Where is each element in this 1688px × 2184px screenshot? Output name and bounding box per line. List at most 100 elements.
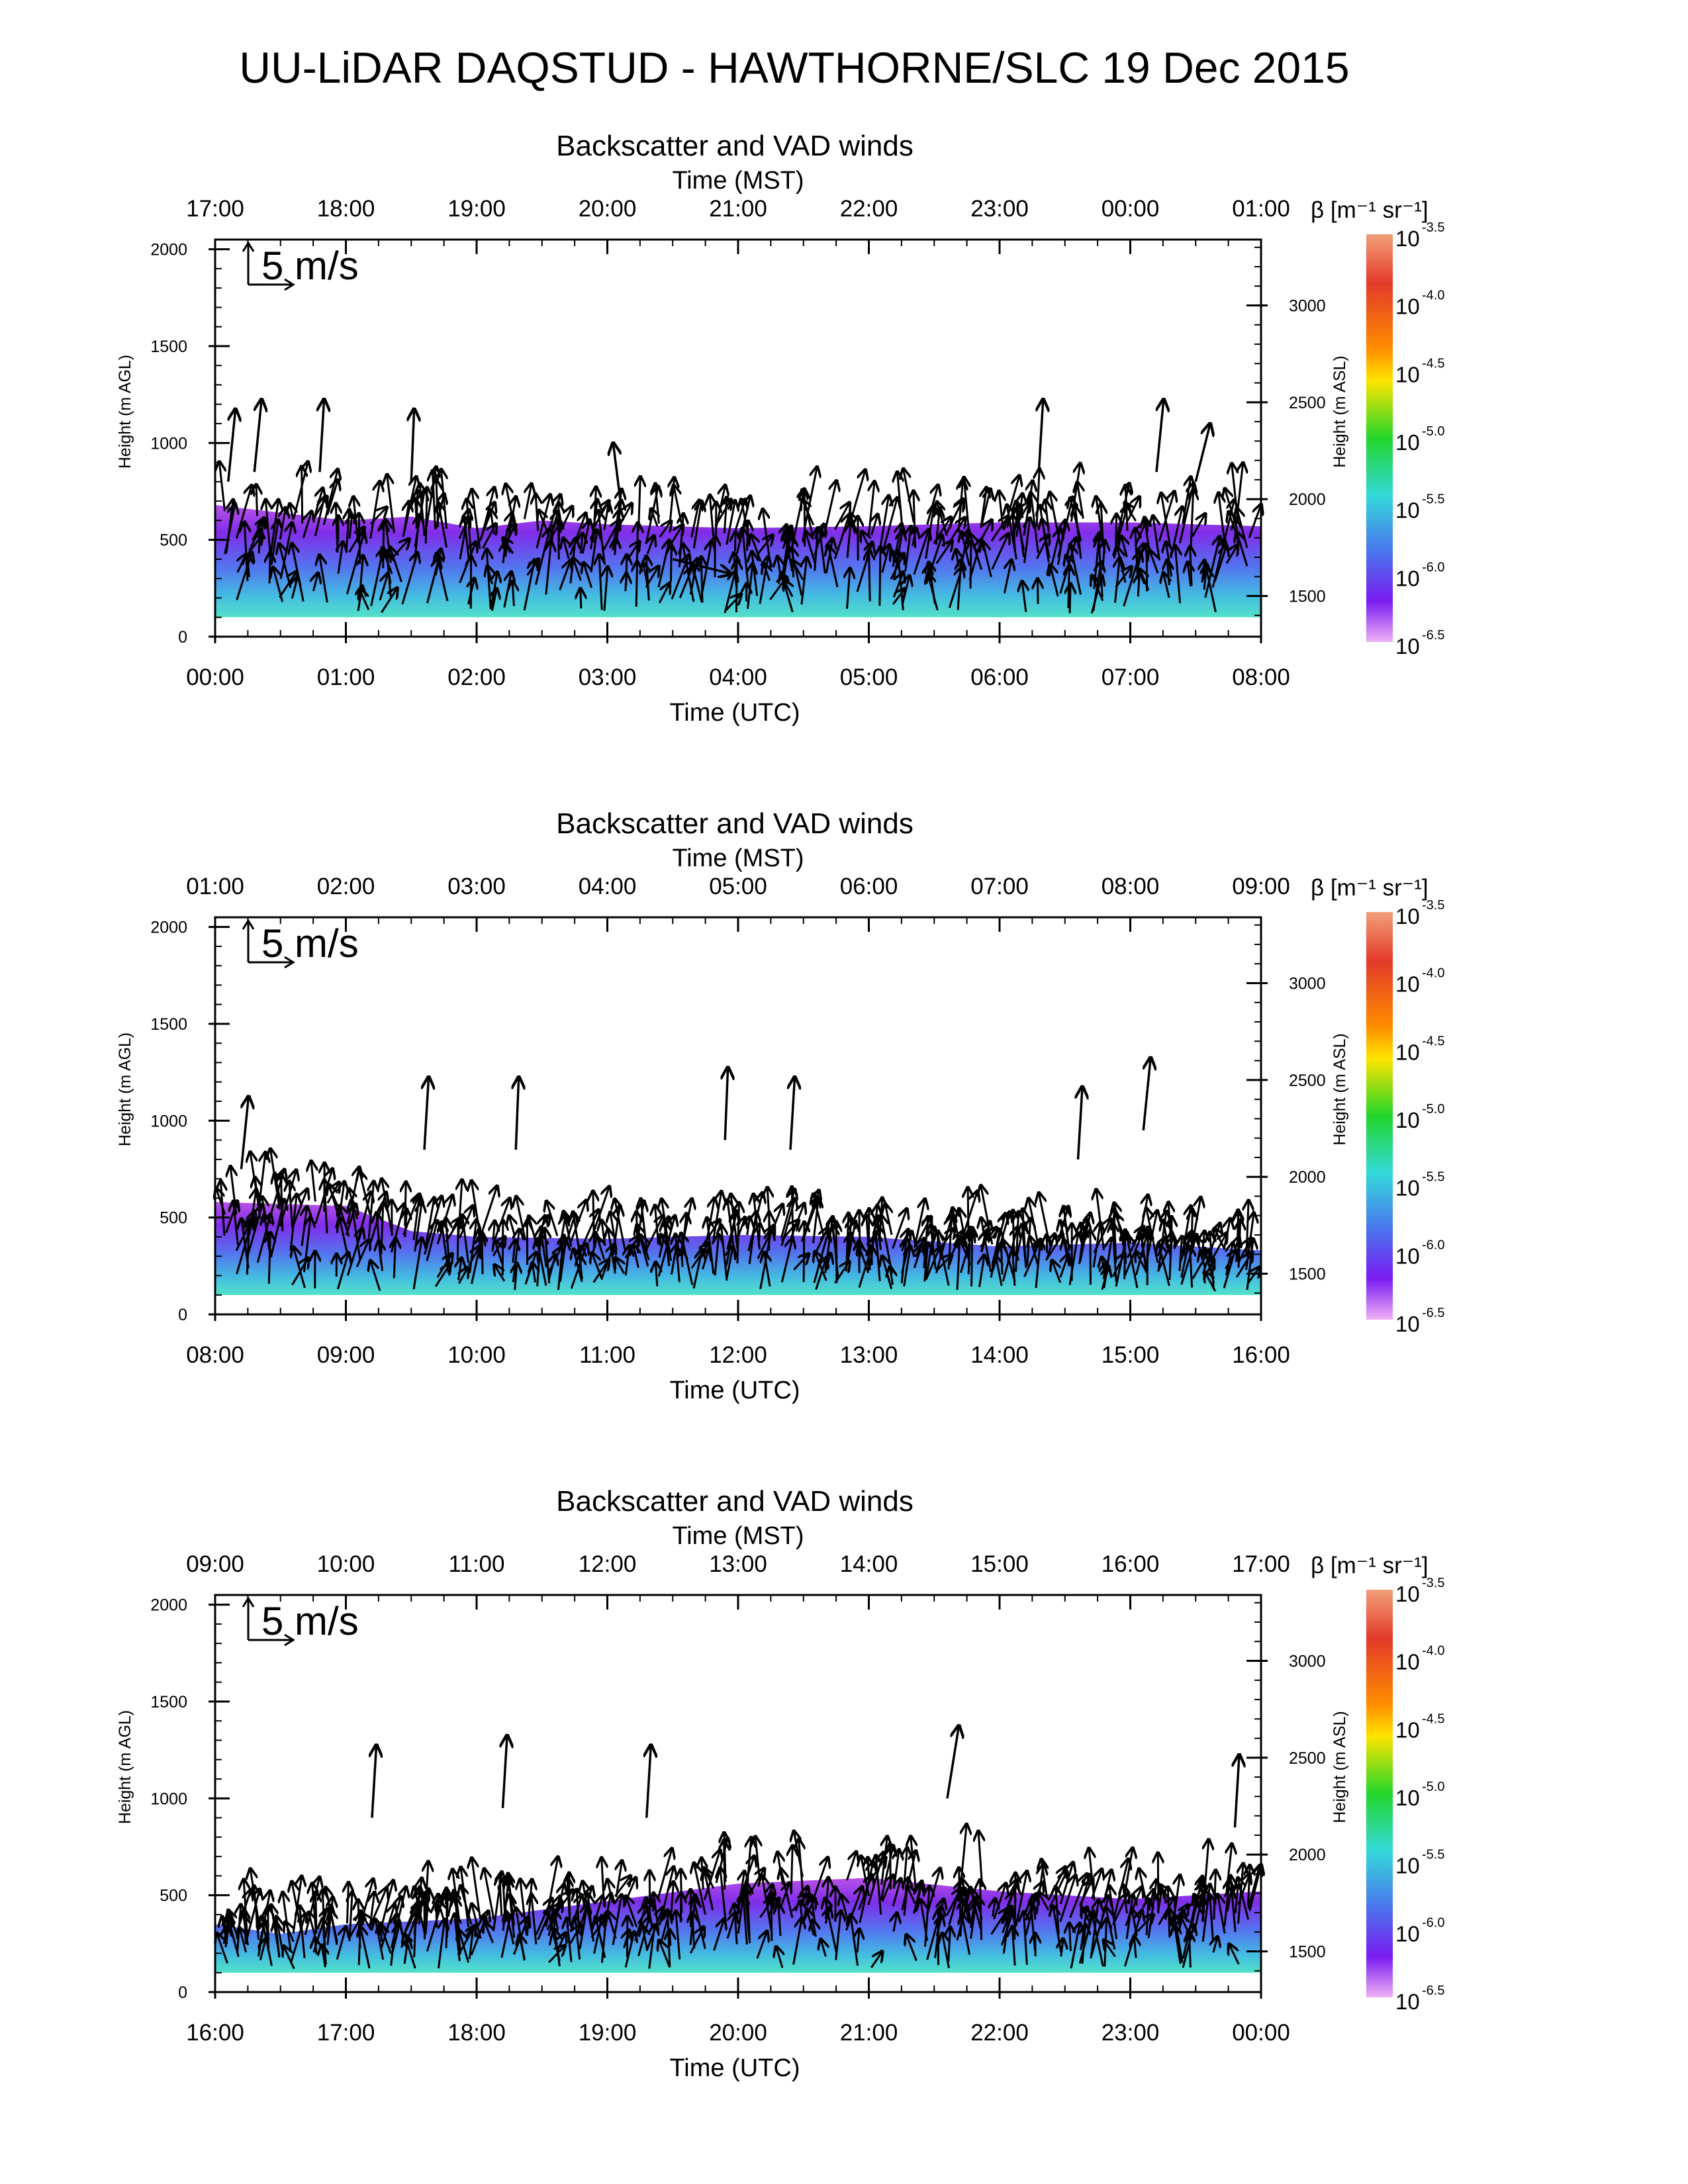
- wind-arrow: [655, 1205, 658, 1245]
- wind-arrow: [412, 1238, 422, 1290]
- wind-arrow: [322, 1944, 325, 1968]
- wind-arrow: [1235, 1251, 1252, 1278]
- wind-arrow: [597, 1236, 604, 1260]
- y-axis-label-right: Height (m ASL): [1331, 355, 1349, 468]
- wind-arrow: [432, 471, 435, 529]
- wind-arrow: [1001, 1243, 1002, 1275]
- wind-arrow: [1037, 469, 1039, 527]
- wind-arrow: [1147, 1899, 1149, 1935]
- wind-arrow: [913, 528, 916, 547]
- wind-arrow: [583, 563, 593, 588]
- wind-arrow: [806, 531, 816, 564]
- wind-arrow: [846, 1851, 856, 1881]
- colorbar: [1366, 912, 1393, 1320]
- wind-arrow: [1246, 1267, 1260, 1284]
- wind-arrow: [271, 1905, 281, 1957]
- wind-arrow: [359, 1171, 371, 1215]
- wind-arrow: [859, 1245, 870, 1273]
- wind-arrow: [892, 1878, 901, 1907]
- wind-arrow: [906, 1934, 917, 1962]
- wind-arrow: [1003, 560, 1011, 594]
- wind-arrow: [322, 1918, 326, 1965]
- wind-arrow: [1246, 1200, 1248, 1257]
- wind-arrow: [493, 1220, 494, 1240]
- wind-arrow: [549, 1254, 555, 1280]
- x-tick-label-utc: 22:00: [970, 2020, 1029, 2046]
- wind-arrow: [937, 502, 948, 536]
- wind-arrow: [1213, 545, 1227, 582]
- wind-arrow: [960, 1889, 971, 1925]
- colorbar-tick-exponent: -5.0: [1422, 424, 1444, 439]
- wind-arrow: [660, 1234, 671, 1252]
- wind-arrow: [1070, 545, 1082, 595]
- wind-arrow: [1039, 1892, 1050, 1911]
- wind-arrow: [424, 1077, 429, 1150]
- wind-arrow: [1081, 1223, 1082, 1241]
- x-tick-label-mst: 09:00: [186, 1551, 244, 1577]
- wind-arrow: [692, 563, 703, 603]
- wind-arrow: [591, 1186, 610, 1237]
- wind-arrow: [1037, 578, 1038, 604]
- colorbar-tick-exponent: -4.0: [1422, 966, 1444, 981]
- wind-arrow: [519, 1934, 524, 1959]
- wind-arrow: [300, 1905, 305, 1958]
- wind-arrow: [1112, 1222, 1116, 1282]
- colorbar-tick: 10 -4.5: [1395, 356, 1444, 387]
- colorbar-label: β [m⁻¹ sr⁻¹]: [1311, 1553, 1429, 1578]
- wind-arrow: [1225, 1879, 1230, 1927]
- wind-arrow: [244, 522, 248, 582]
- wind-arrow: [1123, 1884, 1127, 1914]
- wind-arrow: [784, 580, 792, 598]
- wind-arrow: [692, 1912, 694, 1949]
- colorbar-tick-base: 10: [1395, 972, 1420, 997]
- wind-arrow: [1190, 1246, 1192, 1288]
- wind-arrow: [764, 563, 770, 581]
- wind-arrow: [825, 1253, 831, 1274]
- x-tick-label-utc: 16:00: [1232, 1342, 1290, 1368]
- wind-arrow: [911, 1836, 915, 1887]
- wind-arrow: [485, 1922, 493, 1944]
- wind-arrow: [876, 1232, 880, 1282]
- wind-arrow: [438, 502, 448, 548]
- colorbar-tick-exponent: -4.5: [1422, 1711, 1444, 1726]
- x-tick-label-mst: 23:00: [970, 196, 1029, 222]
- wind-arrow: [968, 1227, 970, 1275]
- wind-arrow: [763, 509, 772, 568]
- wind-arrow: [527, 1879, 532, 1936]
- wind-arrow: [1239, 1220, 1241, 1268]
- wind-arrow: [747, 521, 749, 551]
- wind-arrow: [580, 1255, 583, 1279]
- wind-arrow: [790, 1077, 795, 1150]
- y-tick-label-right: 3000: [1289, 297, 1326, 316]
- wind-arrow: [359, 589, 370, 610]
- wind-arrow: [471, 1903, 482, 1939]
- y-axis-label-left: Height (m AGL): [116, 355, 134, 469]
- wind-arrow: [846, 1233, 851, 1268]
- wind-arrow: [405, 1181, 406, 1226]
- wind-arrow: [1175, 545, 1180, 604]
- wind-arrow: [506, 484, 517, 535]
- wind-arrow: [879, 495, 888, 547]
- wind-arrow: [1109, 1886, 1118, 1940]
- wind-arrow: [302, 466, 303, 524]
- wind-arrow: [281, 1173, 283, 1232]
- colorbar-tick-exponent: -6.0: [1422, 1915, 1444, 1930]
- colorbar-tick: 10 -4.5: [1395, 1711, 1444, 1742]
- wind-arrow: [870, 1951, 882, 1968]
- wind-arrow: [1194, 424, 1210, 482]
- colorbar-tick-exponent: -5.0: [1422, 1102, 1444, 1116]
- wind-arrow: [762, 1876, 773, 1933]
- x-tick-label-utc: 17:00: [317, 2020, 375, 2046]
- x-tick-label-mst: 03:00: [447, 874, 506, 899]
- wind-arrow: [515, 1263, 517, 1291]
- wind-arrow: [993, 1898, 996, 1917]
- wind-arrow: [303, 1217, 310, 1273]
- wind-arrow: [359, 514, 360, 565]
- wind-arrow: [320, 555, 328, 603]
- y-tick-label: 0: [178, 1306, 187, 1324]
- wind-arrow: [756, 535, 773, 556]
- wind-arrow: [807, 1909, 814, 1936]
- wind-arrow: [513, 1240, 515, 1263]
- wind-arrow: [346, 532, 364, 595]
- wind-arrow: [821, 1939, 826, 1957]
